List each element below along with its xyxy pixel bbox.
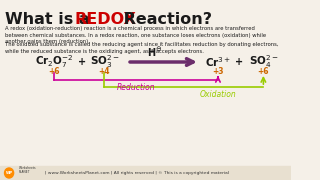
- Text: SO$_4^{2-}$: SO$_4^{2-}$: [249, 54, 278, 70]
- Text: What is a: What is a: [4, 12, 95, 27]
- Text: +6: +6: [49, 66, 60, 75]
- Text: WP: WP: [5, 171, 13, 175]
- Text: SO$_3^{2-}$: SO$_3^{2-}$: [90, 54, 119, 70]
- Bar: [0, 166, 291, 180]
- Text: The oxidized substance is called the reducing agent since it facilitates reducti: The oxidized substance is called the red…: [4, 42, 278, 54]
- Text: +3: +3: [212, 66, 224, 75]
- Text: H$^{\ominus}$: H$^{\ominus}$: [147, 46, 162, 59]
- Text: +6: +6: [258, 66, 269, 75]
- Text: +: +: [235, 57, 243, 67]
- Text: A redox (oxidation-reduction) reaction is a chemical process in which electrons : A redox (oxidation-reduction) reaction i…: [4, 26, 266, 44]
- Text: REDOX: REDOX: [75, 12, 136, 27]
- Text: +4: +4: [99, 66, 110, 75]
- Text: Oxidation: Oxidation: [200, 90, 236, 99]
- Text: Cr$_2$O$_7^{-2}$: Cr$_2$O$_7^{-2}$: [35, 54, 74, 70]
- Text: Cr$^{3+}$: Cr$^{3+}$: [205, 55, 231, 69]
- Text: Reaction?: Reaction?: [118, 12, 212, 27]
- Text: Reduction: Reduction: [117, 83, 156, 92]
- Text: | www.WorksheetsPlanet.com | All rights reserved | © This is a copyrighted mater: | www.WorksheetsPlanet.com | All rights …: [45, 171, 229, 175]
- Text: +: +: [78, 57, 86, 67]
- Text: Worksheets
PLANET: Worksheets PLANET: [19, 166, 37, 174]
- Circle shape: [4, 168, 14, 178]
